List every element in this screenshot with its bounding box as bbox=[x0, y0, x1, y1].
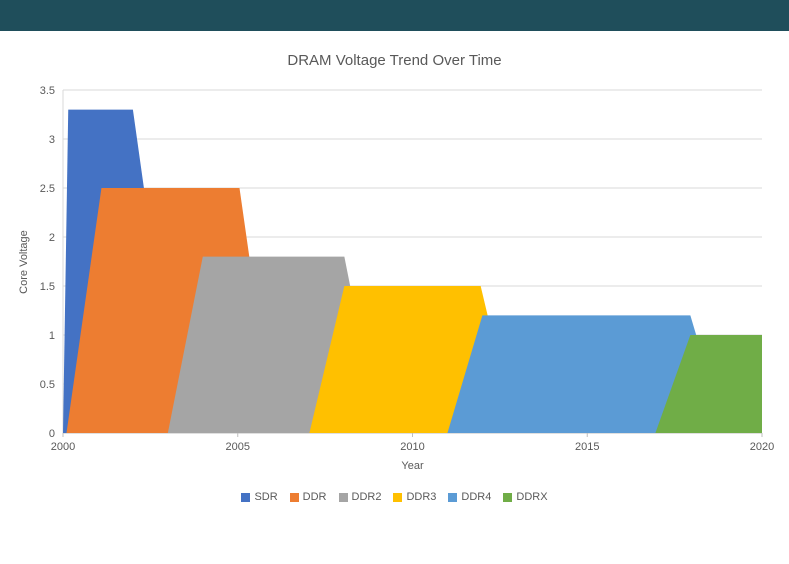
legend-label: DDR3 bbox=[406, 491, 437, 503]
x-tick-label: 2010 bbox=[400, 441, 424, 453]
series-area-ddrx bbox=[655, 335, 762, 433]
legend-item-ddr: DDR bbox=[289, 491, 327, 503]
y-tick-label: 2.5 bbox=[40, 183, 55, 195]
legend-label: DDR4 bbox=[461, 491, 492, 503]
legend-swatch-icon bbox=[338, 492, 348, 502]
x-tick-label: 2000 bbox=[51, 441, 75, 453]
chart-legend: SDR DDR DDR2 DDR3 DDR4 DDRX bbox=[0, 491, 789, 503]
x-tick-label: 2020 bbox=[750, 441, 774, 453]
window-titlebar bbox=[0, 0, 789, 31]
legend-label: DDR2 bbox=[351, 491, 382, 503]
chart-title: DRAM Voltage Trend Over Time bbox=[287, 52, 502, 69]
legend-swatch-icon bbox=[241, 492, 251, 502]
legend-item-ddr4: DDR4 bbox=[448, 491, 491, 503]
legend-swatch-icon bbox=[393, 492, 403, 502]
series-area-ddr4 bbox=[447, 315, 726, 433]
legend-item-sdr: SDR bbox=[241, 491, 278, 503]
y-tick-label: 0.5 bbox=[40, 379, 55, 391]
y-tick-label: 1.5 bbox=[40, 281, 55, 293]
legend-label: SDR bbox=[254, 491, 278, 503]
y-tick-label: 3 bbox=[49, 134, 55, 146]
legend-item-ddr3: DDR3 bbox=[393, 491, 436, 503]
legend-label: DDR bbox=[302, 491, 327, 503]
legend-swatch-icon bbox=[289, 492, 299, 502]
y-tick-label: 0 bbox=[49, 428, 55, 440]
x-tick-label: 2005 bbox=[226, 441, 250, 453]
legend-swatch-icon bbox=[448, 492, 458, 502]
legend-label: DDRX bbox=[516, 491, 548, 503]
y-axis-title: Core Voltage bbox=[18, 230, 30, 294]
legend-item-ddr2: DDR2 bbox=[338, 491, 382, 503]
y-tick-label: 2 bbox=[49, 232, 55, 244]
x-axis-title: Year bbox=[401, 460, 424, 472]
legend-swatch-icon bbox=[503, 492, 513, 502]
y-tick-label: 3.5 bbox=[40, 85, 55, 97]
legend-item-ddrx: DDRX bbox=[503, 491, 548, 503]
x-tick-label: 2015 bbox=[575, 441, 599, 453]
y-tick-label: 1 bbox=[49, 330, 55, 342]
